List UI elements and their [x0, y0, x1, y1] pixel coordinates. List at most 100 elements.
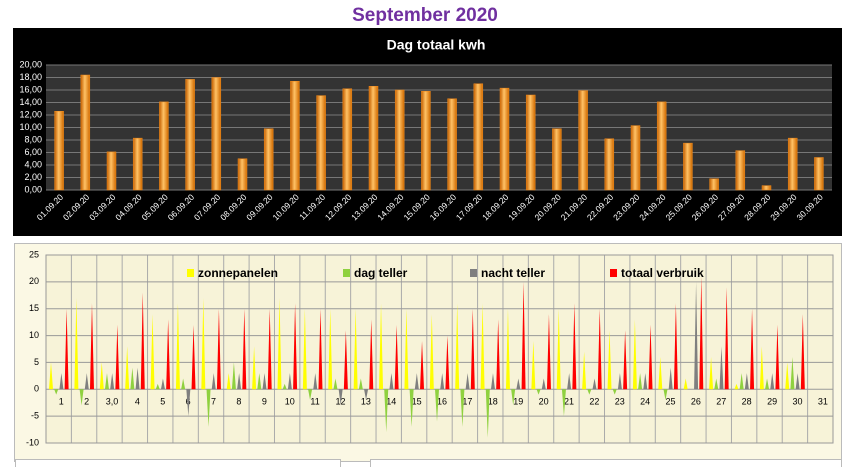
y-tick-label: 2,00	[24, 172, 42, 182]
spike	[724, 287, 729, 390]
spike	[536, 389, 541, 395]
bottom-panel	[15, 459, 341, 470]
x-tick-label: 25	[666, 397, 676, 407]
spike	[237, 373, 242, 390]
bar	[578, 90, 588, 191]
y-tick-label: 16,00	[19, 84, 42, 94]
x-tick-label: 10	[285, 397, 295, 407]
bar	[80, 74, 91, 191]
x-tick-label: 11	[310, 397, 319, 407]
spike	[470, 308, 475, 390]
x-tick-label: 22	[589, 397, 599, 407]
x-tick-label: 19	[513, 397, 523, 407]
spike	[638, 373, 643, 390]
spike	[409, 389, 414, 427]
bar	[263, 128, 274, 191]
x-tick-label: 23	[615, 397, 625, 407]
spike	[785, 362, 790, 390]
x-tick-label: 8	[236, 397, 241, 407]
spike	[485, 389, 490, 438]
spike	[496, 319, 501, 390]
spike	[490, 373, 495, 390]
spike	[201, 297, 206, 390]
spike	[775, 324, 780, 390]
spike	[267, 308, 272, 390]
spike	[191, 324, 196, 390]
x-tick-label: 2	[84, 397, 89, 407]
legend-label: totaal verbruik	[621, 266, 704, 280]
spike	[759, 346, 764, 390]
spike	[800, 314, 805, 390]
spike	[394, 324, 399, 390]
page-title: September 2020	[352, 5, 498, 26]
spike	[211, 373, 216, 390]
spike	[277, 297, 282, 390]
spike	[54, 389, 59, 395]
bottom-panel	[370, 459, 842, 470]
spike	[110, 373, 115, 390]
bar	[316, 95, 326, 191]
spike	[460, 389, 465, 427]
spike	[648, 324, 653, 390]
spike	[89, 303, 94, 390]
spike	[597, 308, 602, 390]
y-tick-label: 18,00	[19, 72, 42, 82]
y-tick-label: 20	[29, 276, 39, 286]
spike	[587, 389, 592, 395]
spike	[592, 378, 597, 390]
bar	[709, 178, 719, 191]
spike	[369, 319, 374, 390]
spike	[511, 389, 516, 406]
spike	[115, 324, 120, 390]
bar	[368, 86, 379, 191]
x-tick-label: 21	[564, 397, 574, 407]
bar	[132, 137, 143, 191]
spike	[505, 308, 510, 390]
x-tick-label: 7	[211, 397, 216, 407]
spike	[516, 378, 521, 390]
spike	[668, 367, 673, 390]
spike	[140, 292, 145, 390]
spike	[328, 308, 333, 390]
x-tick-label: 9	[262, 397, 267, 407]
y-tick-label: 0,00	[24, 184, 42, 194]
x-tick-label: 14	[386, 397, 396, 407]
spike	[714, 378, 719, 390]
spike	[567, 373, 572, 390]
spike	[318, 308, 323, 390]
bar	[185, 79, 195, 191]
x-tick-label: 5	[160, 397, 165, 407]
spike	[561, 389, 566, 417]
bar	[761, 185, 772, 191]
spike	[790, 357, 795, 390]
x-tick-label: 29	[767, 397, 777, 407]
x-tick-label: 26	[691, 397, 701, 407]
spike	[734, 383, 739, 390]
spike	[420, 340, 425, 390]
spike	[556, 308, 561, 390]
legend-swatch	[187, 269, 194, 277]
x-tick-label: 28	[742, 397, 752, 407]
spike	[287, 373, 292, 390]
spike	[414, 373, 419, 390]
x-tick-label: 13	[361, 397, 371, 407]
spike	[302, 308, 307, 390]
legend-label: dag teller	[354, 266, 408, 280]
spike	[364, 389, 369, 401]
spike	[181, 378, 186, 390]
spike	[104, 373, 109, 390]
spike	[130, 367, 135, 390]
bar	[394, 89, 405, 191]
y-tick-label: 20,00	[19, 59, 42, 69]
spike	[683, 378, 688, 390]
spike	[480, 303, 485, 390]
y-tick-label: 25	[29, 249, 39, 259]
spike	[257, 373, 262, 390]
spike	[206, 389, 211, 427]
x-tick-label: 15	[412, 397, 422, 407]
bar	[604, 138, 615, 191]
spike	[166, 319, 171, 390]
spike	[765, 378, 770, 390]
bar	[473, 83, 484, 191]
spike	[343, 330, 348, 390]
